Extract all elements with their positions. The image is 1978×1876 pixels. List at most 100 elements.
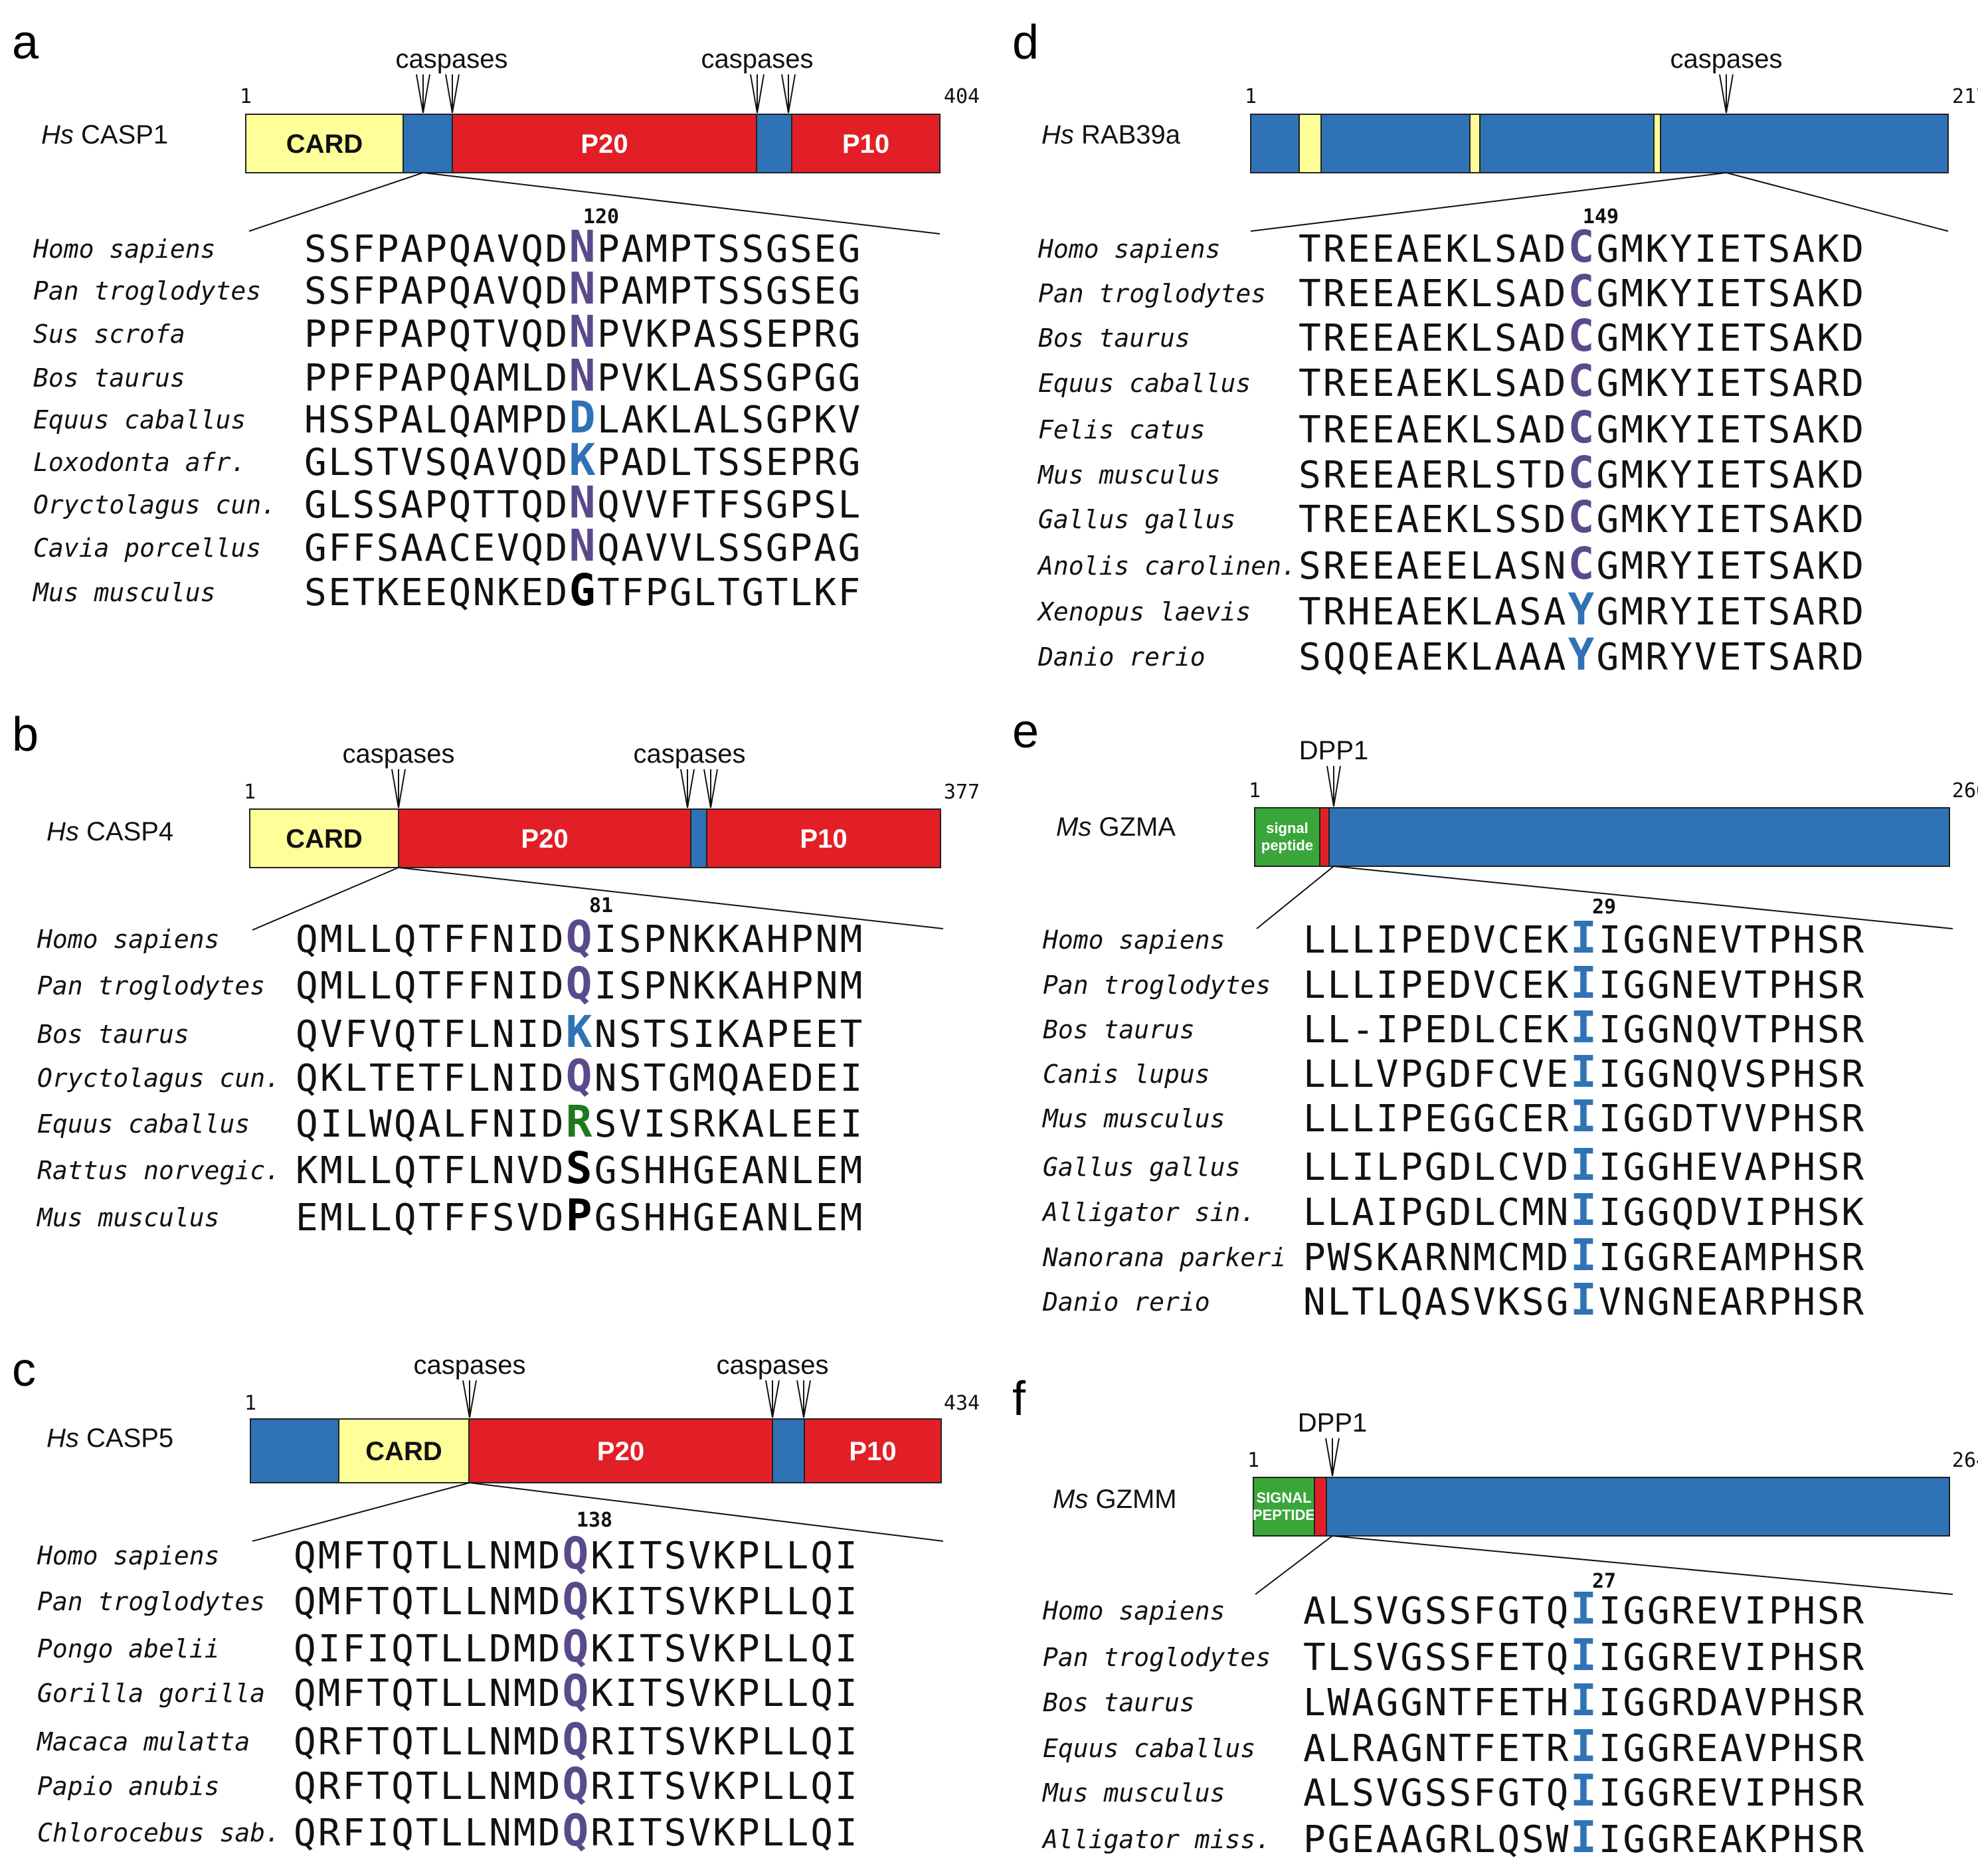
sequence-row: LLLIPEGGCERIIGGDTVVPHSR [1303, 1091, 1864, 1142]
species-name: Homo sapiens [37, 925, 220, 954]
cleavage-arrow-head [680, 769, 695, 808]
sequence-after: ISPNKKAHPNM [594, 918, 863, 961]
sequence-after: PADLTSSEPRG [597, 441, 860, 484]
sequence-row: ALSVGSSFGTQIIGGREVIPHSR [1303, 1583, 1864, 1634]
highlighted-residue: N [569, 306, 596, 357]
sequence-before: QILWQALFNID [296, 1103, 564, 1146]
highlighted-residue: G [569, 565, 596, 616]
sequence-before: PGEAAGRLQSW [1303, 1818, 1569, 1861]
cleavage-label: caspases [1670, 45, 1783, 74]
domain-card-block [249, 808, 399, 868]
domain-card-block [338, 1418, 470, 1483]
panel-c: c Hs CASP5 1 434 CARD P20 P10 caspases caspases 1… [12, 1343, 980, 1856]
zoom-line-right [422, 172, 941, 234]
sequence-before: HSSPALQAMPD [304, 399, 567, 442]
range-end: 377 [944, 781, 980, 804]
highlighted-residue: Y [1568, 629, 1595, 680]
protein-label: GZMA [1091, 812, 1176, 842]
protein-label: GZMM [1088, 1485, 1176, 1514]
sequence-before: GLSSAPQTTQD [304, 484, 567, 527]
species-name: Alligator sin. [1041, 1198, 1255, 1227]
highlighted-residue: C [1568, 355, 1595, 407]
panel-d: d Hs RAB39a 1 217 caspases 149 Homo sapiens TRE… [1012, 16, 1978, 680]
highlighted-residue: Q [566, 958, 592, 1009]
highlighted-residue: Q [566, 911, 592, 963]
sequence-before: ALSVGSSFGTQ [1303, 1590, 1568, 1633]
domain-label: PEPTIDE [1253, 1507, 1315, 1523]
protein-name: Ms GZMM [1053, 1485, 1177, 1514]
domain-label: P10 [842, 130, 889, 159]
domain-label: peptide [1261, 837, 1313, 854]
protein-species: Ms [1056, 812, 1091, 842]
sequence-after: IGGREVIPHSR [1599, 1636, 1864, 1679]
species-name: Homo sapiens [37, 1541, 220, 1570]
highlighted-residue: C [1568, 221, 1595, 272]
protein-name: Hs CASP4 [46, 817, 173, 846]
sequence-after: GMKYIETSAKD [1597, 272, 1864, 316]
protein-species: Hs [46, 817, 79, 846]
sequence-before: QRFTQTLLNMD [294, 1721, 560, 1764]
domain-p20-block [468, 1418, 773, 1483]
sequence-before: KMLLQTFLNVD [296, 1149, 564, 1192]
sequence-row: LWAGGNTFETHIIGGRDAVPHSR [1303, 1675, 1864, 1726]
panel-letter-d: d [1012, 16, 1039, 69]
species-name: Bos taurus [1043, 1015, 1195, 1044]
highlighted-residue: Y [1568, 584, 1595, 635]
species-name: Macaca mulatta [36, 1727, 250, 1756]
protein-label: CASP4 [79, 817, 173, 846]
sequence-before: SQQEAEKLAAA [1299, 636, 1566, 679]
highlighted-residue: N [569, 477, 596, 528]
sequence-after: ISPNKKAHPNM [594, 965, 863, 1008]
species-name: Homo sapiens [1037, 234, 1221, 264]
domain-signal-peptide-block [1253, 1477, 1315, 1537]
sequence-before: LLLIPEDVCEK [1303, 964, 1569, 1007]
sequence-row: SSFPAPQAVQDNPAMPTSSGSEG [304, 221, 860, 272]
species-name: Gallus gallus [1043, 1153, 1240, 1182]
protein-species: Hs [46, 1424, 79, 1453]
species-name: Bos taurus [1038, 324, 1190, 353]
species-name: Mus musculus [36, 1203, 220, 1232]
panel-letter-f: f [1012, 1372, 1026, 1426]
sequence-before: SREEAEELASN [1299, 545, 1566, 588]
sequence-before: QRFIQTLLNMD [294, 1812, 560, 1855]
species-name: Chlorocebus sab. [37, 1818, 280, 1847]
sequence-row: TREEAEKLSADCGMKYIETSARD [1299, 355, 1864, 407]
sequence-row: PGEAAGRLQSWIIGGREAKPHSR [1303, 1812, 1864, 1863]
cleavage-arrow-head [462, 1380, 477, 1418]
sequence-row: LLLVPGDFCVEIIGGNQVSPHSR [1303, 1046, 1864, 1097]
range-end: 260 [1952, 779, 1978, 802]
sequence-after: QAVVLSSGPAG [597, 527, 860, 570]
domain-red-block [1319, 807, 1330, 867]
domain-label: P20 [597, 1437, 644, 1466]
domain-blue-block [1660, 114, 1949, 173]
protein-species: Hs [41, 120, 74, 149]
residue-position: 138 [577, 1509, 612, 1532]
sequence-row: TREEAEKLSADCGMKYIETSAKD [1299, 310, 1864, 361]
sequence-after: GMKYIETSARD [1597, 362, 1864, 405]
domain-yellow-block [1653, 114, 1661, 173]
zoom-line-left [252, 867, 399, 931]
highlighted-residue: I [1570, 1230, 1597, 1281]
sequence-before: QMFTQTLLNMD [294, 1672, 560, 1715]
highlighted-residue: Q [562, 1621, 588, 1672]
panel-letter-e: e [1012, 705, 1039, 758]
highlighted-residue: I [1570, 1046, 1597, 1097]
highlighted-residue: Q [562, 1714, 588, 1765]
sequence-after: IGGREVIPHSR [1599, 1772, 1864, 1815]
highlighted-residue: C [1568, 266, 1595, 317]
cleavage-label: caspases [343, 739, 455, 769]
highlighted-residue: I [1570, 1765, 1597, 1816]
sequence-after: KITSVKPLLQI [590, 1580, 857, 1624]
sequence-before: QKLTETFLNID [296, 1057, 564, 1100]
highlighted-residue: I [1570, 1812, 1597, 1863]
sequence-before: LLAIPGDLCMN [1303, 1191, 1568, 1234]
cleavage-label: DPP1 [1298, 1408, 1368, 1438]
zoom-line-right [469, 1482, 944, 1542]
species-name: Anolis carolinen. [1037, 551, 1297, 581]
protein-name: Hs CASP5 [46, 1424, 173, 1453]
species-name: Danio rerio [1042, 1287, 1210, 1317]
sequence-before: TREEAEKLSSD [1299, 498, 1566, 541]
panel-letter-c: c [12, 1343, 36, 1396]
sequence-row: ALSVGSSFGTQIIGGREVIPHSR [1303, 1765, 1864, 1816]
